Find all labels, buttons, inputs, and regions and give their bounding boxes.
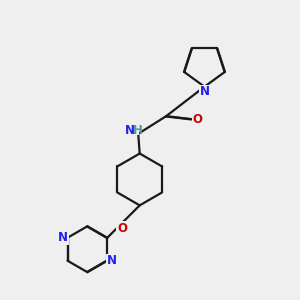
- Text: O: O: [117, 221, 127, 235]
- Text: N: N: [58, 231, 68, 244]
- Text: O: O: [193, 112, 203, 126]
- Text: H: H: [133, 124, 142, 137]
- Text: N: N: [125, 124, 135, 137]
- Text: N: N: [200, 85, 209, 98]
- FancyBboxPatch shape: [120, 124, 139, 135]
- Text: N: N: [107, 254, 117, 267]
